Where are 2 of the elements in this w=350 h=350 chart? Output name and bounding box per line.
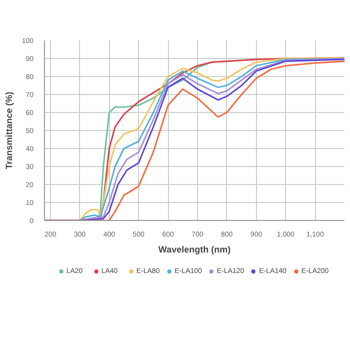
x-axis-title: Wavelength (nm)	[158, 244, 231, 254]
y-axis-title: Transmittance (%)	[4, 92, 14, 170]
